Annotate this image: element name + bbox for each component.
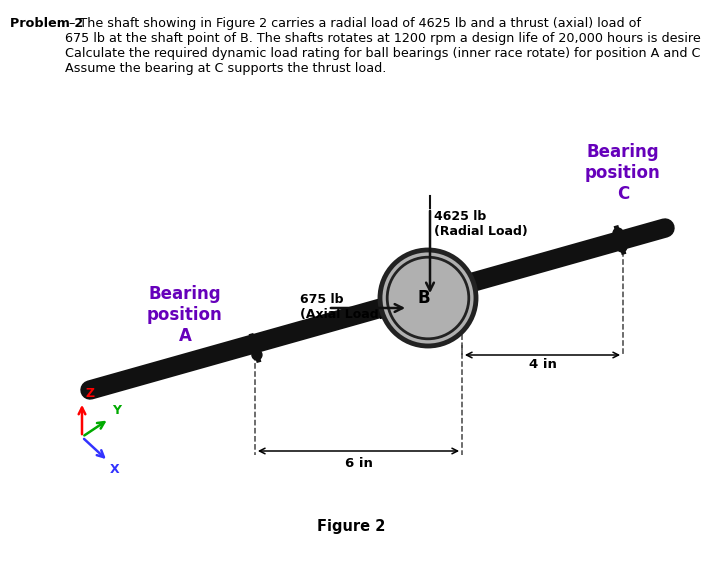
Text: – The shaft showing in Figure 2 carries a radial load of 4625 lb and a thrust (a: – The shaft showing in Figure 2 carries … [65,17,701,75]
Circle shape [252,350,262,360]
Text: Z: Z [86,387,95,400]
Circle shape [617,242,627,252]
Polygon shape [88,221,667,397]
Text: Bearing
position
C: Bearing position C [585,143,661,202]
Circle shape [613,228,623,238]
Text: 675 lb
(Axial Load): 675 lb (Axial Load) [300,293,385,321]
Text: B: B [418,289,430,307]
Text: 4625 lb
(Radial Load): 4625 lb (Radial Load) [434,210,528,238]
Ellipse shape [380,250,476,346]
Text: Y: Y [112,404,121,417]
Text: Problem 2: Problem 2 [10,17,83,30]
Text: Bearing
position
A: Bearing position A [147,285,223,345]
Text: X: X [110,463,120,476]
Text: 6 in: 6 in [345,457,372,470]
Text: 4 in: 4 in [529,358,557,371]
Circle shape [248,336,258,346]
Text: Figure 2: Figure 2 [317,519,385,534]
